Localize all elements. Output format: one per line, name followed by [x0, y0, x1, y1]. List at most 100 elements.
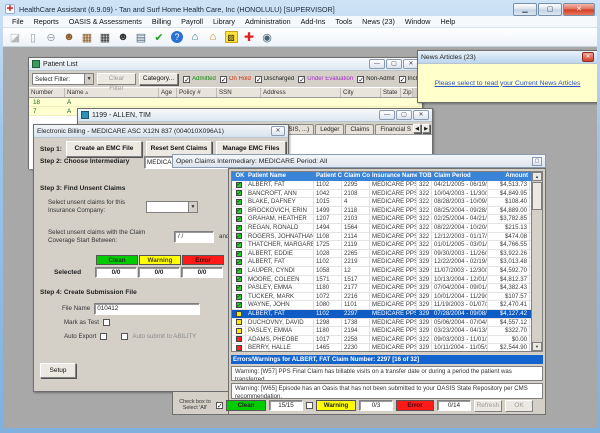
checkbox-icon[interactable] [219, 75, 227, 83]
status-checkbox[interactable] [235, 336, 242, 343]
scroll-thumb[interactable] [532, 182, 542, 210]
claims-row[interactable]: BANCROFT, ANN 1042 2108 MEDICARE PPS 322… [232, 189, 531, 199]
claims-row[interactable]: BLAKE, DAFNEY 1015 4 MEDICARE PPS 322 08… [232, 198, 531, 207]
save-icon[interactable]: ◪ [9, 31, 21, 44]
menu-item[interactable]: Library [213, 17, 236, 26]
checkbox-icon[interactable] [183, 75, 191, 83]
status-checkbox[interactable] [235, 207, 242, 214]
remove-icon[interactable]: ⊖ [46, 31, 56, 44]
patient-tab[interactable]: Ledger [315, 124, 345, 134]
status-checkbox[interactable] [235, 267, 242, 275]
menu-item[interactable]: Billing [151, 17, 172, 26]
file-name-field[interactable]: 010412 [94, 303, 201, 315]
maximize-icon[interactable]: ▢ [532, 156, 542, 166]
minimize-button[interactable]: ▁ [513, 2, 537, 16]
refresh-button[interactable]: Refresh [474, 399, 502, 412]
id-card-icon[interactable]: ▤ [135, 31, 147, 44]
vertical-scrollbar[interactable]: ▲ ▼ [531, 172, 542, 351]
status-checkbox[interactable] [235, 345, 242, 351]
news-titlebar[interactable]: News Articles (23) ✕ [418, 51, 597, 64]
status-checkbox[interactable] [235, 319, 242, 326]
close-button[interactable]: ✕ [563, 2, 595, 16]
claims-row[interactable]: ALBERT, FAT 1102 2295 MEDICARE PPS 322 0… [232, 181, 531, 190]
claims-row[interactable]: ALBERT, FAT 1102 2297 MEDICARE PPS 329 0… [232, 309, 531, 319]
status-filter-checkbox[interactable]: Admitted [183, 75, 216, 83]
calendar-icon[interactable]: ▦ [99, 31, 111, 44]
status-checkbox[interactable] [235, 250, 242, 257]
menu-item[interactable]: Help [440, 17, 456, 26]
employee-icon[interactable]: ☻ [117, 31, 129, 43]
menu-item[interactable]: News (23) [362, 17, 395, 26]
category-button[interactable]: Category... [138, 73, 179, 85]
checkbox-icon[interactable] [298, 75, 306, 83]
chevron-down-icon[interactable]: ▼ [188, 202, 197, 212]
coverage-start-date-field[interactable]: / / [174, 231, 214, 243]
status-checkbox[interactable] [235, 293, 242, 300]
patient-list-titlebar[interactable]: Patient List — ▢ ✕ [29, 58, 422, 71]
claims-row[interactable]: REGAN, RONALD 1494 1564 MEDICARE PPS 322… [232, 223, 531, 233]
status-checkbox[interactable] [235, 259, 242, 266]
status-filter-checkbox[interactable]: Include [398, 75, 419, 83]
open-claims-titlebar[interactable]: Open Claims Intermediary: MEDICARE Perio… [172, 154, 546, 168]
claims-row[interactable]: THATCHER, MARGARE 1725 2119 MEDICARE PPS… [232, 241, 531, 250]
home-billing-icon[interactable]: ⌂ [209, 31, 217, 43]
create-emc-button[interactable]: Create an EMC File [65, 141, 142, 157]
tab-scroll-right-icon[interactable]: ▶ [422, 124, 430, 133]
claims-row[interactable]: ADAMS, PHEOBE 1017 2258 MEDICARE PPS 322… [232, 335, 531, 345]
spellcheck-icon[interactable]: ✔ [154, 31, 164, 44]
claims-row[interactable]: ALBERT, FAT 1102 2219 MEDICARE PPS 329 1… [232, 258, 531, 267]
claims-row[interactable]: BERRY, HALLE 1465 2230 MEDICARE PPS 329 … [232, 344, 531, 351]
close-icon[interactable]: ✕ [413, 110, 429, 120]
maximize-button[interactable]: ▢ [538, 2, 562, 16]
checkbox-icon[interactable] [398, 75, 406, 83]
news-link[interactable]: Please select to read your Current News … [434, 79, 581, 87]
status-checkbox[interactable] [235, 276, 242, 283]
menu-item[interactable]: Administration [245, 17, 291, 26]
status-checkbox[interactable] [235, 181, 242, 189]
insurance-company-select[interactable]: ▼ [146, 201, 198, 213]
claims-row[interactable]: ALBERT, EDDIE 1028 2265 MEDICARE PPS 329… [232, 249, 531, 259]
claims-row[interactable]: PASLEY, EMMA 1180 2194 MEDICARE PPS 329 … [232, 327, 531, 336]
close-icon[interactable]: ✕ [582, 52, 594, 62]
maximize-icon[interactable]: ▢ [386, 59, 402, 69]
menu-item[interactable]: Payroll [181, 17, 204, 26]
status-filter-checkbox[interactable]: On Hold [219, 75, 251, 83]
patient-row[interactable]: 18 A [29, 98, 422, 107]
claims-row[interactable]: BROCKOVICH, ERIN 1499 2118 MEDICARE PPS … [232, 206, 531, 216]
minimize-icon[interactable]: — [379, 110, 395, 120]
patient-tab[interactable]: Claims [345, 124, 375, 134]
minimize-icon[interactable]: — [369, 59, 385, 69]
status-filter-checkbox[interactable]: Non-Admit [357, 75, 395, 83]
clear-filter-button[interactable]: Clear Filter [97, 73, 136, 92]
status-checkbox[interactable] [235, 233, 242, 240]
status-checkbox[interactable] [235, 302, 242, 309]
clean-select-checkbox[interactable] [216, 402, 223, 410]
status-checkbox[interactable] [235, 284, 242, 292]
claims-row[interactable]: LAUPER, CYNDI 1058 12 MEDICARE PPS 329 1… [232, 266, 531, 276]
warning-select-checkbox[interactable] [306, 402, 313, 409]
ok-button[interactable]: OK [505, 399, 533, 412]
claims-row[interactable]: DUCHOVNY, DAVID 1298 1738 MEDICARE PPS 3… [232, 318, 531, 328]
scroll-down-icon[interactable]: ▼ [532, 342, 542, 351]
mark-as-test-checkbox[interactable] [102, 319, 110, 327]
menu-item[interactable]: Add-Ins [300, 17, 326, 26]
menu-item[interactable]: Reports [33, 17, 59, 26]
status-checkbox[interactable] [235, 198, 242, 206]
status-filter-checkbox[interactable]: Discharged [254, 75, 294, 83]
bp-monitor-icon[interactable]: ◉ [262, 31, 272, 44]
tab-scroll-left-icon[interactable]: ◀ [413, 124, 421, 133]
schedule-icon[interactable]: ▦ [81, 31, 93, 44]
menu-item[interactable]: Tools [335, 17, 353, 26]
status-checkbox[interactable] [235, 216, 242, 223]
document-icon[interactable]: ▯ [29, 31, 37, 44]
status-filter-checkbox[interactable]: Under Evaluation [298, 75, 353, 83]
claims-row[interactable]: GRAHAM, HEATHER 1207 2103 MEDICARE PPS 3… [232, 215, 531, 224]
patients-icon[interactable]: ☻ [63, 31, 75, 43]
status-checkbox[interactable] [235, 327, 242, 334]
claims-row[interactable]: ROGERS, JOHNATHAN 1108 2114 MEDICARE PPS… [232, 232, 531, 242]
status-checkbox[interactable] [235, 310, 242, 317]
billing-titlebar[interactable]: Electronic Billing - MEDICARE ASC X12N 8… [34, 125, 288, 138]
auto-export-checkbox[interactable] [100, 333, 108, 341]
status-checkbox[interactable] [235, 224, 242, 232]
auto-submit-ability-checkbox[interactable] [121, 333, 129, 341]
